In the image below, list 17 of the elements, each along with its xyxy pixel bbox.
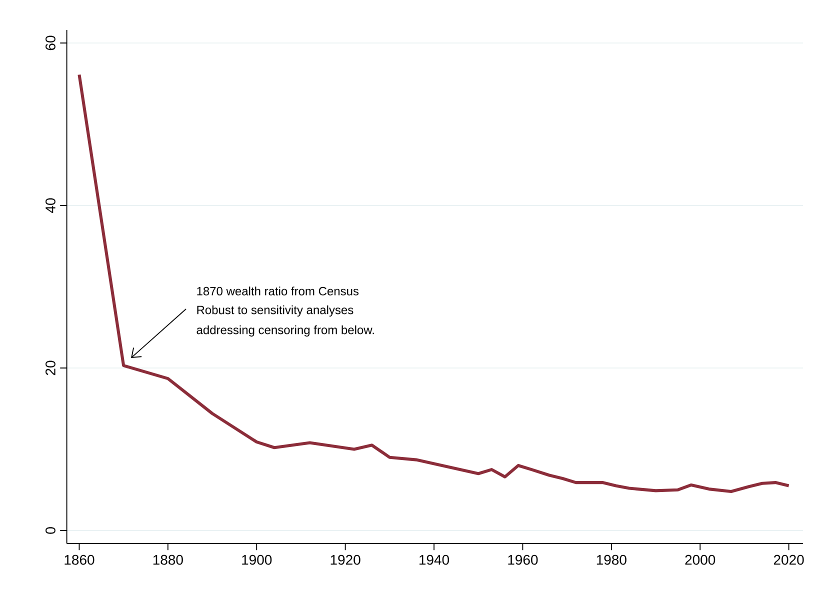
- y-tick-label: 60: [46, 36, 56, 50]
- annotation: Robust to sensitivity analyses: [197, 305, 354, 317]
- x-tick-label: 2020: [774, 554, 804, 565]
- x-tick-label: 1880: [153, 554, 183, 565]
- y-tick-label: 40: [46, 198, 56, 213]
- x-tick-label: 1900: [242, 554, 272, 565]
- line-series: [78, 73, 790, 494]
- x-tick-label: 1960: [508, 554, 538, 565]
- annotation: 1870 wealth ratio from Census: [197, 286, 359, 296]
- x-tick-label: 2000: [685, 554, 716, 565]
- x-tick-label: 1860: [64, 554, 94, 565]
- x-tick-label: 1920: [330, 554, 360, 565]
- x-tick-label: 1980: [596, 554, 626, 565]
- y-tick-label: 20: [46, 360, 56, 376]
- annotation: addressing censoring from below.: [196, 325, 374, 337]
- y-tick-label: 0: [46, 527, 56, 534]
- x-tick-label: 1940: [420, 554, 450, 565]
